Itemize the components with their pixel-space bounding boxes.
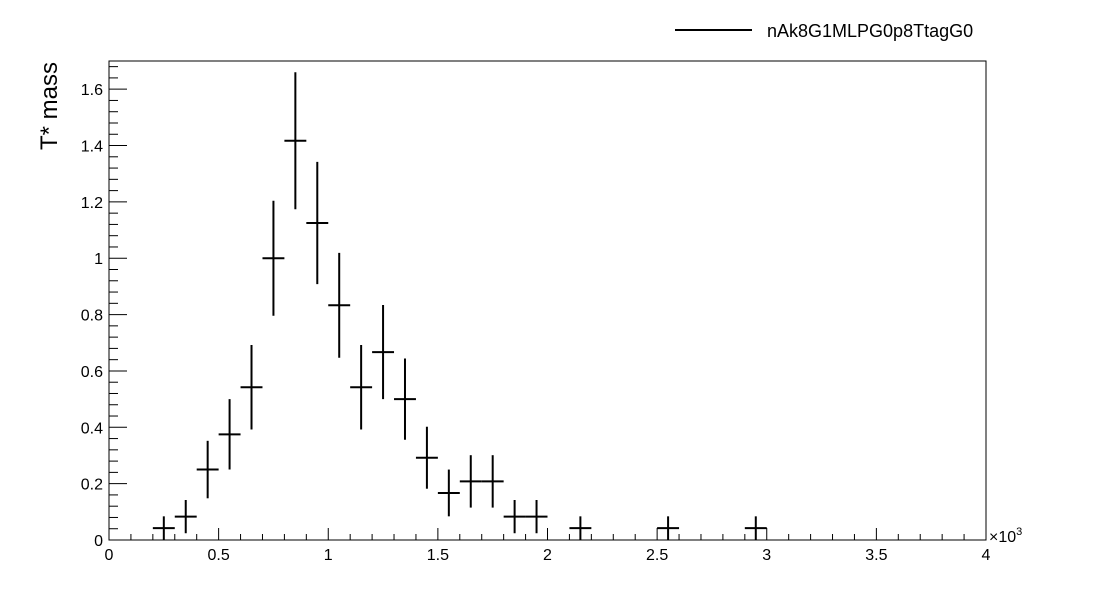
x-tick-label: 1.5 [427,547,449,564]
data-point [240,345,263,430]
data-point [437,469,460,517]
data-point [569,516,592,540]
y-axis-ticks: 0 0.2 0.4 0.6 0.8 1 1.2 1.4 1.6 [81,66,127,550]
y-axis-title: T* mass [36,62,63,150]
x-tick-label: 2.5 [646,547,668,564]
x-axis-exponent-power: 3 [1016,526,1022,538]
data-point [350,345,373,430]
plot-border [108,60,987,541]
legend: nAk8G1MLPG0p8TtagG0 [675,21,973,41]
x-tick-label: 3 [762,547,771,564]
y-tick-label: 0 [94,533,103,550]
y-tick-label: 0.6 [81,364,103,381]
data-point [503,499,526,534]
data-point [415,426,438,489]
x-axis-exponent: ×103 [989,526,1022,546]
data-point [174,499,197,534]
data-points [152,72,767,540]
data-point [481,455,504,508]
data-point [394,358,416,440]
x-tick-label: 0 [105,547,114,564]
plot-frame [108,60,987,541]
y-tick-label: 1.6 [81,82,103,99]
x-axis-ticks: 0 0.5 1 1.5 2 2.5 3 3.5 4 [105,528,991,564]
y-tick-label: 0.8 [81,308,103,325]
x-tick-label: 2 [543,547,552,564]
data-point [218,399,241,470]
data-point [262,200,285,316]
data-point [196,440,219,499]
data-point [744,516,767,540]
data-point [657,516,680,540]
y-tick-label: 1.4 [81,139,103,156]
x-tick-label: 4 [982,547,991,564]
y-tick-label: 1.2 [81,195,103,212]
y-tick-label: 1 [94,251,103,268]
x-axis-exponent-base: ×10 [989,529,1016,546]
y-tick-label: 0.4 [81,420,103,437]
data-point [372,305,395,400]
data-point [284,72,307,210]
x-tick-label: 1 [324,547,333,564]
data-point [459,455,482,508]
data-point [525,499,548,534]
x-tick-label: 0.5 [208,547,230,564]
data-point [306,161,329,285]
y-tick-label: 0.2 [81,477,103,494]
x-tick-label: 3.5 [865,547,887,564]
data-point [328,252,351,358]
data-point [152,516,175,540]
legend-label: nAk8G1MLPG0p8TtagG0 [767,21,973,41]
